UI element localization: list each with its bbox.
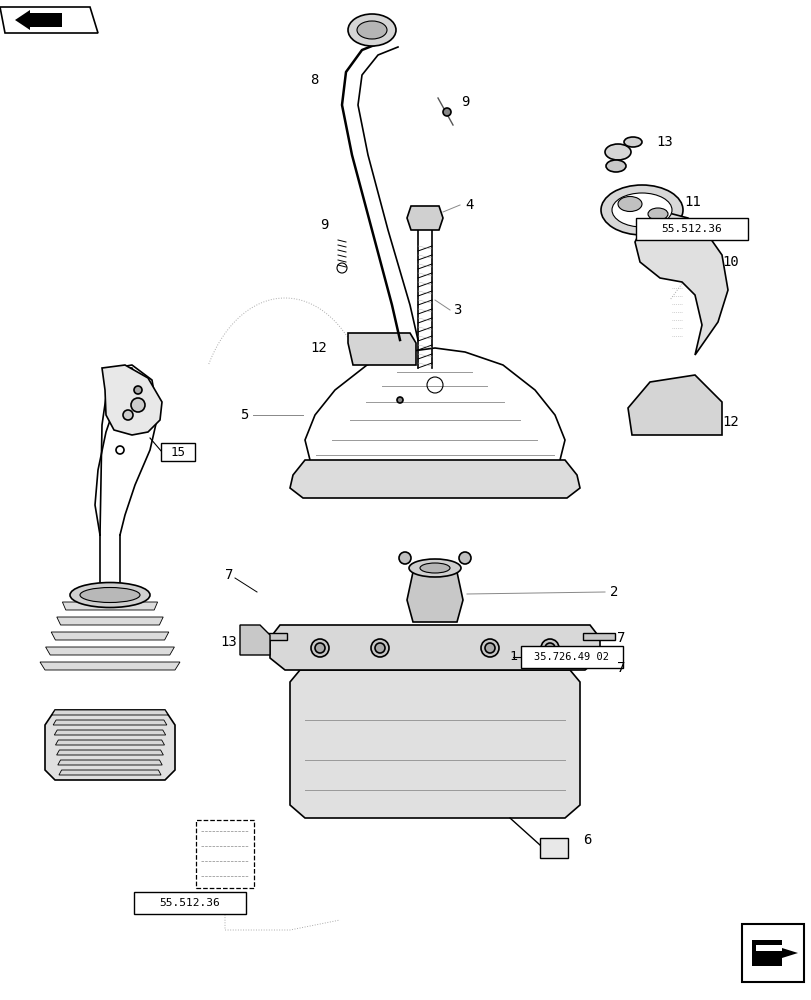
Text: 12: 12 <box>721 415 738 429</box>
Ellipse shape <box>409 559 461 577</box>
Circle shape <box>122 410 133 420</box>
Text: 8: 8 <box>310 73 318 87</box>
Polygon shape <box>102 365 162 435</box>
Polygon shape <box>57 617 163 625</box>
Text: 7: 7 <box>616 661 624 675</box>
Ellipse shape <box>611 193 672 227</box>
Polygon shape <box>59 770 161 775</box>
Polygon shape <box>627 375 721 435</box>
Polygon shape <box>45 710 175 780</box>
Text: 7: 7 <box>616 631 624 645</box>
Polygon shape <box>270 625 599 670</box>
Text: 3: 3 <box>453 303 461 317</box>
Text: 55.512.36: 55.512.36 <box>661 224 722 234</box>
Circle shape <box>315 643 324 653</box>
Ellipse shape <box>70 582 150 607</box>
Ellipse shape <box>605 160 625 172</box>
Ellipse shape <box>357 21 387 39</box>
Polygon shape <box>406 572 462 622</box>
Text: 7: 7 <box>225 568 233 582</box>
Ellipse shape <box>604 144 630 160</box>
Polygon shape <box>255 633 286 640</box>
Polygon shape <box>45 647 174 655</box>
Text: 55.512.36: 55.512.36 <box>160 898 220 908</box>
Polygon shape <box>53 720 166 725</box>
Text: 10: 10 <box>721 255 738 269</box>
Polygon shape <box>290 460 579 498</box>
Text: 13: 13 <box>220 635 237 649</box>
Ellipse shape <box>623 137 642 147</box>
Circle shape <box>397 397 402 403</box>
Ellipse shape <box>80 587 139 602</box>
Text: 35.726.49 02: 35.726.49 02 <box>534 652 609 662</box>
FancyBboxPatch shape <box>161 443 195 461</box>
Polygon shape <box>52 710 168 715</box>
FancyBboxPatch shape <box>635 218 747 240</box>
Text: 5: 5 <box>240 408 248 422</box>
FancyBboxPatch shape <box>521 646 622 668</box>
Text: 13: 13 <box>655 135 672 149</box>
Polygon shape <box>58 760 162 765</box>
Bar <box>195 820 254 888</box>
Bar <box>539 838 568 858</box>
Ellipse shape <box>419 563 449 573</box>
Polygon shape <box>290 670 579 818</box>
Text: 12: 12 <box>310 341 326 355</box>
Polygon shape <box>348 333 415 365</box>
Polygon shape <box>0 7 98 33</box>
Circle shape <box>443 108 450 116</box>
Polygon shape <box>240 625 270 655</box>
Polygon shape <box>57 750 163 755</box>
Circle shape <box>131 398 145 412</box>
Polygon shape <box>54 730 165 735</box>
Polygon shape <box>634 212 727 355</box>
Polygon shape <box>62 602 157 610</box>
Polygon shape <box>40 662 180 670</box>
Ellipse shape <box>600 185 682 235</box>
Polygon shape <box>51 632 169 640</box>
Polygon shape <box>755 945 781 951</box>
Text: 2: 2 <box>609 585 618 599</box>
Circle shape <box>398 552 410 564</box>
Text: 4: 4 <box>465 198 473 212</box>
Circle shape <box>544 643 554 653</box>
Circle shape <box>371 639 388 657</box>
Circle shape <box>484 643 495 653</box>
Text: 15: 15 <box>170 446 185 458</box>
Ellipse shape <box>647 208 667 220</box>
Text: 1: 1 <box>508 650 517 664</box>
Ellipse shape <box>617 197 642 212</box>
Circle shape <box>540 639 558 657</box>
FancyBboxPatch shape <box>134 892 246 914</box>
Polygon shape <box>15 10 62 30</box>
Text: 6: 6 <box>582 833 590 847</box>
Circle shape <box>458 552 470 564</box>
Text: 11: 11 <box>683 195 700 209</box>
Circle shape <box>134 386 142 394</box>
Circle shape <box>311 639 328 657</box>
Polygon shape <box>751 940 797 966</box>
Polygon shape <box>582 633 614 640</box>
Circle shape <box>375 643 384 653</box>
Bar <box>741 924 803 982</box>
Ellipse shape <box>348 14 396 46</box>
Text: 9: 9 <box>320 218 328 232</box>
Text: 9: 9 <box>461 95 469 109</box>
Circle shape <box>480 639 499 657</box>
Polygon shape <box>55 740 165 745</box>
Polygon shape <box>406 206 443 230</box>
